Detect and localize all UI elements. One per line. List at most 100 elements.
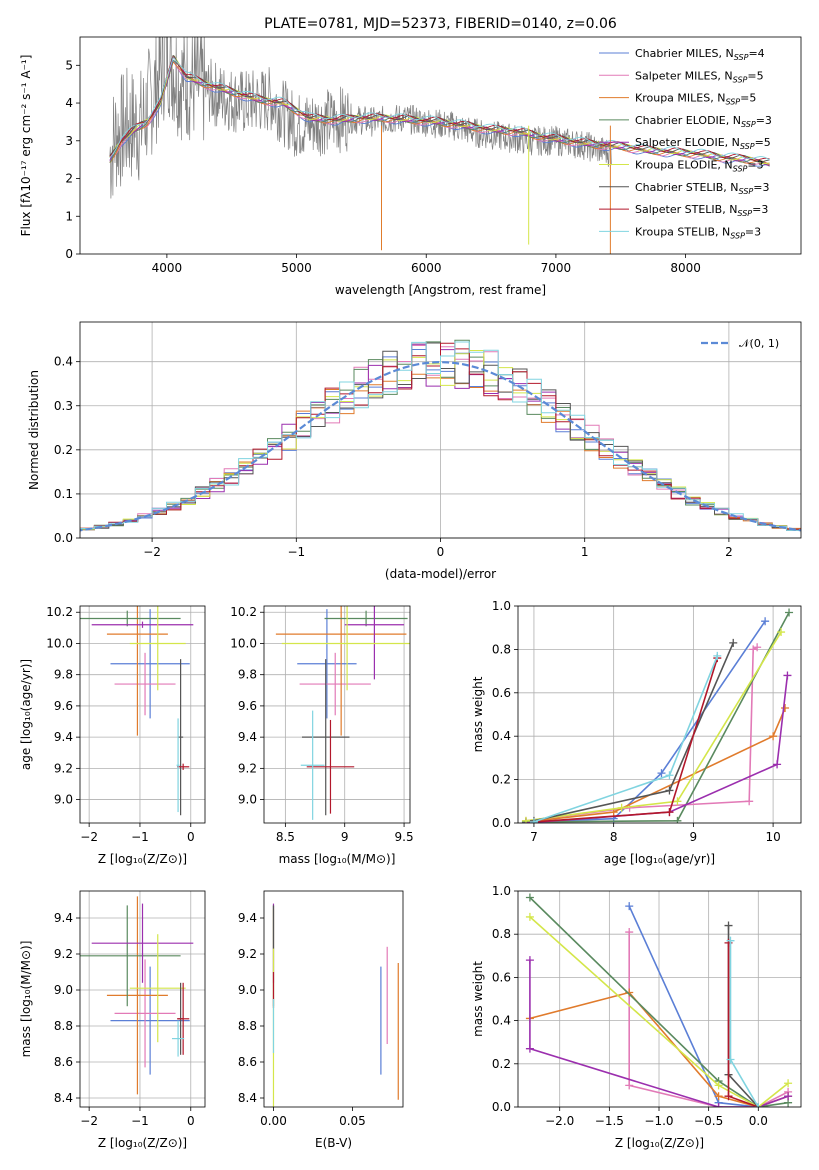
legend-label-count: =5 bbox=[755, 136, 771, 149]
y-tick-label: 0.8 bbox=[492, 642, 511, 656]
series-line-5 bbox=[529, 916, 789, 1107]
series-marker-7 bbox=[665, 808, 674, 817]
legend-label-sub: SSP bbox=[734, 53, 749, 62]
y-tick-label: 10.2 bbox=[46, 605, 73, 619]
ticks: −2 −1 0 8.4 8.6 8.8 9.0 9.2 9.4 bbox=[54, 911, 195, 1128]
panel-mass-weight-vs-z: −2.0 −1.5 −1.0 −0.5 0.0 0.0 0.2 0.4 0.6 0.8 1.0 Z [… bbox=[471, 884, 802, 1150]
series-marker-2 bbox=[781, 703, 790, 712]
legend-label-count: =3 bbox=[753, 181, 769, 194]
x-axis-label: Z [log₁₀(Z/Z⊙)] bbox=[98, 852, 187, 866]
legend-label-main: Salpeter ELODIE, N bbox=[635, 136, 740, 149]
legend-label-main: Kroupa ELODIE, N bbox=[635, 159, 733, 172]
x-tick-label: −2 bbox=[80, 1114, 98, 1128]
ticks: 7 8 9 10 0.0 0.2 0.4 0.6 0.8 1.0 bbox=[492, 599, 781, 844]
grid bbox=[80, 606, 205, 823]
ticks: −2 −1 0 1 2 0.0 0.1 0.2 0.3 0.4 bbox=[54, 355, 733, 559]
legend-label-sub: SSP bbox=[739, 187, 754, 196]
x-tick-label: 7 bbox=[530, 830, 538, 844]
plot-area bbox=[80, 606, 194, 816]
plot-area bbox=[80, 896, 194, 1095]
y-axis-label: mass [log₁₀(M/M⊙)] bbox=[19, 941, 33, 1058]
series-marker-5 bbox=[521, 816, 530, 823]
legend-label-main: Kroupa MILES, N bbox=[635, 92, 725, 105]
grid bbox=[518, 890, 801, 1108]
series-marker-5 bbox=[784, 1079, 793, 1088]
x-axis-label: Z [log₁₀(Z/Z⊙)] bbox=[98, 1136, 187, 1150]
axes-frame bbox=[263, 890, 404, 1108]
legend-label-6: Chabrier STELIB, NSSP=3 bbox=[635, 181, 769, 196]
plot-area bbox=[525, 893, 793, 1107]
series-line-1 bbox=[628, 932, 789, 1107]
series-marker-7 bbox=[724, 1092, 733, 1101]
x-axis-label: age [log₁₀(age/yr)] bbox=[604, 852, 715, 866]
series-marker-4 bbox=[714, 1103, 723, 1107]
x-tick-label: 4000 bbox=[152, 261, 183, 275]
legend-label-count: =3 bbox=[747, 159, 763, 172]
x-tick-label: 0.0 bbox=[749, 1114, 768, 1128]
x-axis-label: (data-model)/error bbox=[385, 567, 496, 581]
series-marker-5 bbox=[714, 1081, 723, 1090]
legend-label-2: Kroupa MILES, NSSP=5 bbox=[635, 92, 756, 107]
axes-frame bbox=[517, 890, 802, 1108]
legend-label-sub: SSP bbox=[740, 142, 755, 151]
series-marker-5 bbox=[617, 803, 626, 812]
y-tick-label: 2 bbox=[65, 172, 73, 186]
series-marker-6 bbox=[665, 786, 674, 795]
legend-label-sub: SSP bbox=[733, 75, 748, 84]
y-tick-label: 0.2 bbox=[492, 1057, 511, 1071]
panel-age-vs-mass: 8.5 9 9.5 9.0 9.2 9.4 9.6 9.8 10.0 10.2 mass [log₁… bbox=[230, 605, 413, 866]
y-axis-label: Normed distribution bbox=[27, 370, 41, 490]
y-tick-label: 9.4 bbox=[238, 911, 257, 925]
x-tick-label: 0.05 bbox=[339, 1114, 366, 1128]
y-tick-label: 9.4 bbox=[54, 911, 73, 925]
series-line-6 bbox=[727, 925, 759, 1107]
series-marker-1 bbox=[625, 928, 634, 937]
y-axis-label: Flux [fλ10⁻¹⁷ erg cm⁻² s⁻¹ A⁻¹] bbox=[19, 55, 33, 237]
x-tick-label: −1 bbox=[131, 830, 149, 844]
legend-label-7: Salpeter STELIB, NSSP=3 bbox=[635, 203, 768, 218]
chart-title: PLATE=0781, MJD=52373, FIBERID=0140, z=0… bbox=[264, 16, 617, 32]
legend-label-4: Salpeter ELODIE, NSSP=5 bbox=[635, 136, 771, 151]
x-tick-label: −1.0 bbox=[644, 1114, 673, 1128]
series-marker-1 bbox=[625, 1081, 634, 1090]
y-tick-label: 9.0 bbox=[54, 983, 73, 997]
x-tick-label: 1 bbox=[581, 545, 589, 559]
series-marker-8 bbox=[754, 1103, 763, 1107]
y-tick-label: 0.4 bbox=[492, 1014, 511, 1028]
series-marker-8 bbox=[713, 651, 722, 660]
grid bbox=[80, 891, 205, 1107]
x-tick-label: 6000 bbox=[411, 261, 442, 275]
x-axis-label: E(B-V) bbox=[315, 1136, 352, 1150]
legend-label-5: Kroupa ELODIE, NSSP=3 bbox=[635, 159, 764, 174]
y-tick-label: 9.0 bbox=[238, 983, 257, 997]
x-tick-label: 0 bbox=[187, 1114, 195, 1128]
panel-mass-weight-vs-age: 7 8 9 10 0.0 0.2 0.4 0.6 0.8 1.0 age [log₁₀(age/yr… bbox=[471, 599, 802, 866]
x-tick-label: 0.00 bbox=[260, 1114, 287, 1128]
y-tick-label: 10.0 bbox=[46, 636, 73, 650]
y-tick-label: 8.8 bbox=[54, 1019, 73, 1033]
legend-label-main: Salpeter STELIB, N bbox=[635, 203, 737, 216]
plot-area bbox=[272, 903, 399, 1107]
panel-mass-vs-z: −2 −1 0 8.4 8.6 8.8 9.0 9.2 9.4 Z [log₁₀(Z/Z⊙)] ma… bbox=[19, 890, 206, 1150]
legend-label-1: Salpeter MILES, NSSP=5 bbox=[635, 69, 764, 84]
x-tick-label: −2 bbox=[80, 830, 98, 844]
series-line-6 bbox=[533, 642, 734, 822]
legend-label-count: =5 bbox=[740, 92, 756, 105]
x-axis-label: mass [log₁₀(M/M⊙)] bbox=[279, 852, 396, 866]
series-marker-0 bbox=[625, 902, 634, 911]
legend-label-3: Chabrier ELODIE, NSSP=3 bbox=[635, 114, 772, 129]
legend-label-sub: SSP bbox=[725, 98, 740, 107]
histogram-8 bbox=[80, 341, 801, 532]
series-marker-8 bbox=[529, 817, 538, 823]
legend-label-normal: 𝒩(0, 1) bbox=[739, 337, 779, 350]
series-marker-3 bbox=[785, 608, 794, 617]
x-tick-label: 0 bbox=[187, 830, 195, 844]
y-tick-label: 0.8 bbox=[492, 927, 511, 941]
legend-label-sub: SSP bbox=[730, 231, 745, 240]
legend-label-main: Chabrier ELODIE, N bbox=[635, 114, 741, 127]
series-marker-6 bbox=[724, 921, 733, 930]
y-tick-label: 4 bbox=[65, 96, 73, 110]
legend-label-0: Chabrier MILES, NSSP=4 bbox=[635, 47, 765, 62]
y-tick-label: 5 bbox=[65, 58, 73, 72]
plot-area bbox=[521, 608, 794, 823]
